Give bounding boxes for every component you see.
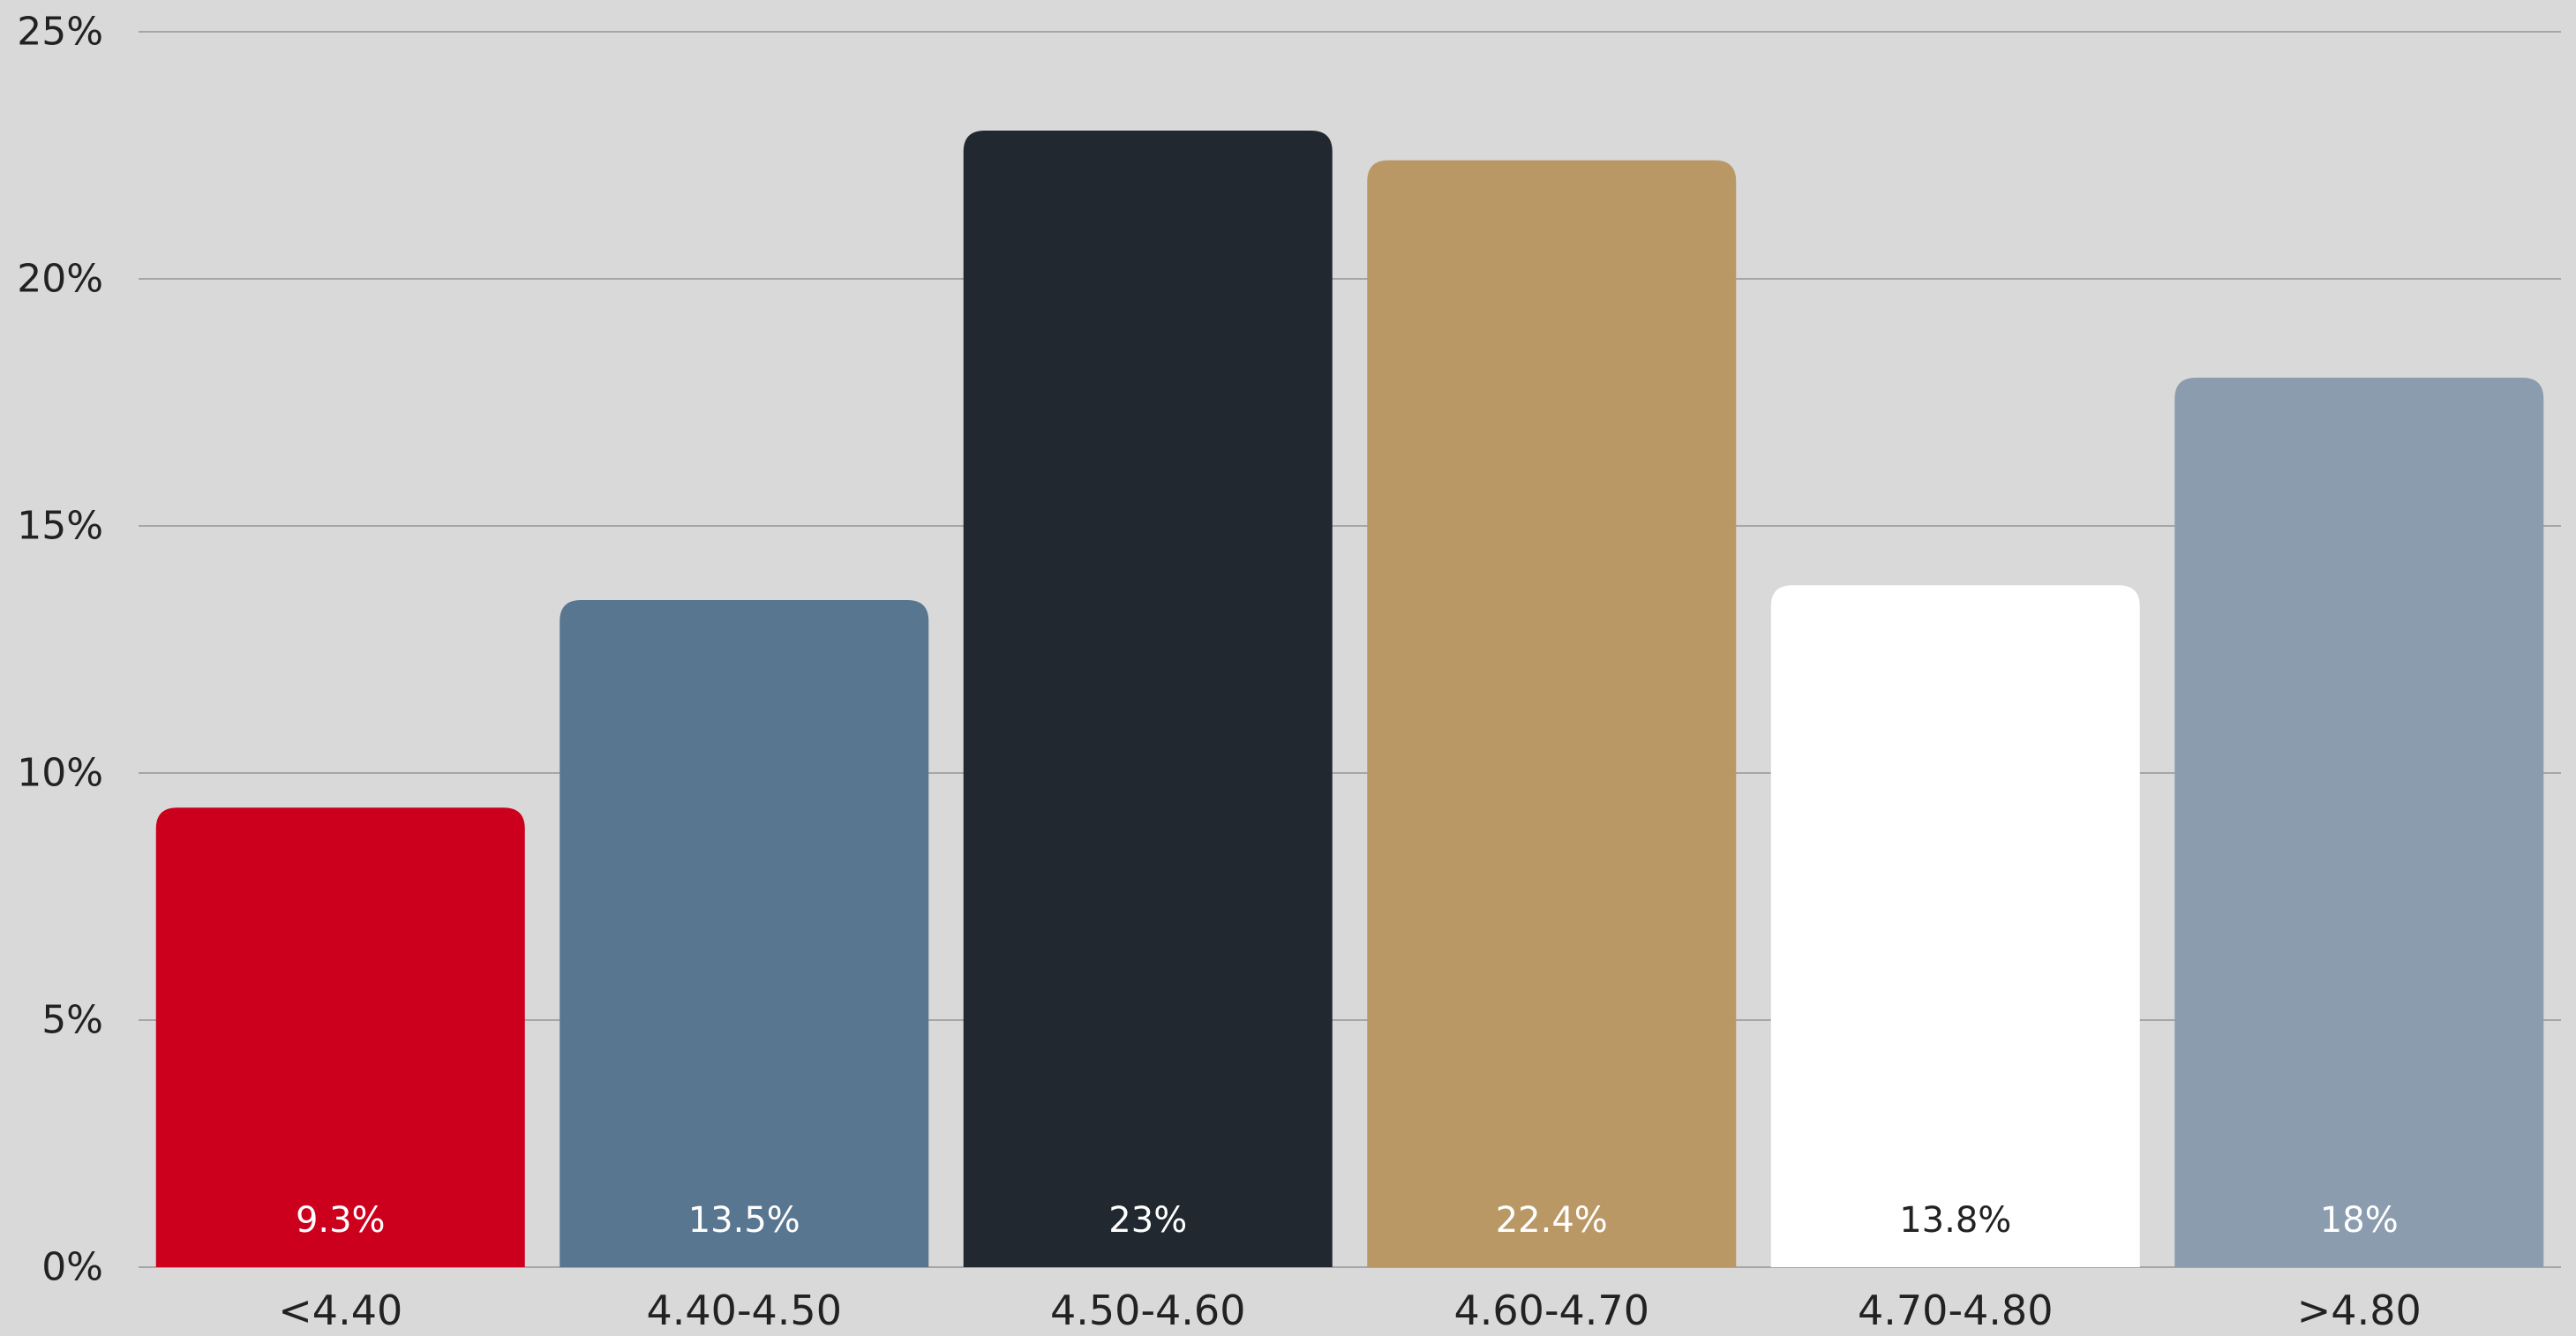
data-labels: 9.3% 13.5% 23% 22.4% 13.8% 18% [296, 1200, 2399, 1241]
bar [1770, 585, 2140, 1267]
y-tick-label: 25% [17, 10, 103, 55]
data-label: 22.4% [1496, 1200, 1608, 1241]
bar [1367, 160, 1737, 1268]
bar [155, 807, 525, 1267]
bars [155, 131, 2544, 1268]
data-label: 18% [2320, 1200, 2399, 1241]
data-label: 13.5% [688, 1200, 800, 1241]
x-axis-tick-labels: <4.40 4.40-4.50 4.50-4.60 4.60-4.70 4.70-4.8… [278, 1287, 2422, 1334]
x-tick-label: >4.80 [2297, 1287, 2422, 1332]
bar [963, 131, 1333, 1267]
bar [560, 600, 929, 1267]
y-tick-label: 20% [17, 257, 103, 302]
y-tick-label: 10% [17, 751, 103, 796]
x-tick-label: 4.70-4.80 [1858, 1287, 2053, 1332]
x-tick-label: <4.40 [278, 1287, 402, 1332]
gridlines [139, 31, 2561, 1268]
x-tick-label: 4.50-4.60 [1050, 1287, 1245, 1332]
data-label: 13.8% [1899, 1200, 2011, 1241]
y-tick-label: 15% [17, 504, 103, 549]
data-label: 23% [1108, 1200, 1187, 1241]
bar [2174, 378, 2544, 1267]
x-tick-label: 4.40-4.50 [647, 1287, 842, 1332]
y-tick-label: 0% [41, 1245, 103, 1290]
data-label: 9.3% [296, 1200, 386, 1241]
x-tick-label: 4.60-4.70 [1454, 1287, 1649, 1332]
y-tick-label: 5% [41, 998, 103, 1043]
y-axis-tick-labels: 0% 5% 10% 15% 20% 25% [17, 10, 103, 1290]
